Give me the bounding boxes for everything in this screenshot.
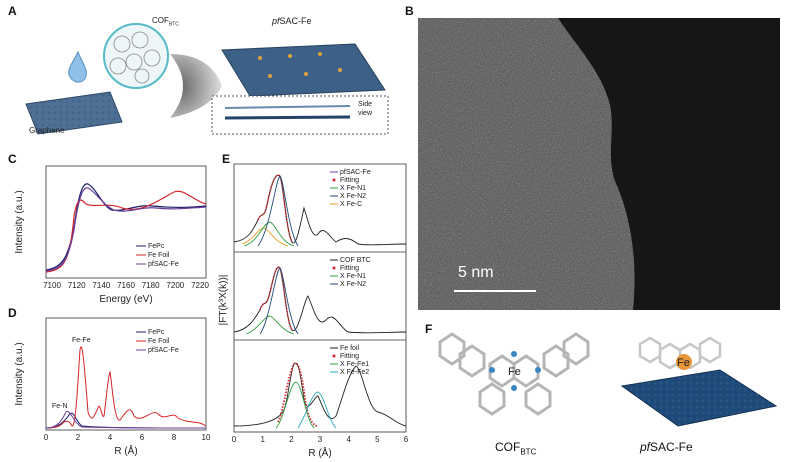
c-line-pfsac — [45, 187, 207, 272]
tick-label: 7120 — [68, 281, 86, 290]
svg-text:Fe-N: Fe-N — [52, 403, 68, 410]
c-line-fepc — [45, 183, 207, 271]
caption-cof: COFBTC — [495, 440, 537, 457]
svg-text:Fitting: Fitting — [340, 353, 359, 360]
tick-label: 2 — [76, 433, 81, 442]
schematic-a — [25, 23, 389, 135]
svg-text:Fe foil: Fe foil — [340, 345, 360, 352]
svg-text:|FT(k³X(k))|: |FT(k³X(k))| — [218, 275, 229, 326]
svg-text:Fitting: Fitting — [340, 177, 359, 184]
tick-label: 6 — [140, 433, 145, 442]
tick-label: 4 — [346, 435, 351, 444]
tick-label: 0 — [232, 435, 237, 444]
c-xlabel: Energy (eV) — [99, 294, 152, 305]
svg-text:pfSAC-Fe: pfSAC-Fe — [340, 169, 371, 176]
svg-text:COF BTC: COF BTC — [340, 257, 371, 264]
structures-f: Fe Fe — [438, 332, 778, 427]
svg-text:Fe: Fe — [508, 366, 521, 378]
tick-label: 7220 — [191, 281, 209, 290]
panel-label-a: A — [8, 4, 17, 18]
svg-text:X Fe-N2: X Fe-N2 — [340, 193, 366, 200]
tick-label: 10 — [202, 433, 211, 442]
tick-label: 1 — [260, 435, 265, 444]
svg-text:X Fe-N1: X Fe-N1 — [340, 185, 366, 192]
svg-text:X Fe-Fe2: X Fe-Fe2 — [340, 369, 369, 376]
c-line-foil — [45, 190, 207, 273]
svg-text:X Fe-C: X Fe-C — [340, 201, 362, 208]
panel-label-b: B — [405, 4, 414, 18]
chart-d: Intensity (a.u.) 0 2 4 6 8 10 R (Å) Fe-Fe Fe-… — [14, 317, 211, 457]
pfsac-label: pfSAC-Fe — [272, 16, 312, 26]
svg-text:X Fe-N1: X Fe-N1 — [340, 273, 366, 280]
tick-label: 7180 — [142, 281, 160, 290]
svg-text:X Fe-N2: X Fe-N2 — [340, 281, 366, 288]
tick-label: 3 — [318, 435, 323, 444]
tick-label: 8 — [172, 433, 177, 442]
fe-atom — [676, 354, 692, 370]
cof-molecule — [438, 332, 590, 416]
svg-text:Fe: Fe — [677, 357, 690, 369]
c-legend: FePc Fe Foil pfSAC-Fe — [136, 243, 179, 268]
stem-image: 5 nm — [418, 18, 780, 310]
chart-c: Intensity (a.u.) 7100 7120 7140 7160 7180 720… — [14, 165, 209, 305]
svg-text:R (Å): R (Å) — [114, 444, 137, 457]
tick-label: 4 — [108, 433, 113, 442]
svg-text:X Fe-Fe1: X Fe-Fe1 — [340, 361, 369, 368]
chart-e: |FT(k³X(k))| 0 1 2 3 4 5 6 R (Å) pfSAC-Fe Fitt… — [218, 163, 409, 459]
tick-label: 6 — [404, 435, 409, 444]
arrow-shape — [170, 54, 222, 118]
svg-text:pfSAC-Fe: pfSAC-Fe — [148, 261, 179, 268]
panel-label-f: F — [425, 322, 433, 336]
droplet-icon — [68, 50, 87, 83]
tick-label: 7200 — [166, 281, 184, 290]
c-ylabel: Intensity (a.u.) — [14, 190, 25, 253]
tick-label: 7140 — [92, 281, 110, 290]
svg-text:pfSAC-Fe: pfSAC-Fe — [148, 347, 179, 354]
tick-label: 2 — [289, 435, 294, 444]
tick-label: 0 — [44, 433, 49, 442]
panel-label-e: E — [222, 152, 231, 166]
panel-label-c: C — [8, 152, 17, 166]
svg-text:Fe-Fe: Fe-Fe — [72, 337, 91, 344]
panel-label-d: D — [8, 306, 17, 320]
tick-label: 5 — [375, 435, 380, 444]
graphene-label: Graphene — [29, 126, 65, 135]
svg-text:R (Å): R (Å) — [308, 446, 331, 459]
cof-zoom-circle — [103, 23, 169, 89]
cof-label: COFBTC — [152, 16, 179, 28]
caption-pfsac: pfSAC-Fe — [640, 440, 693, 454]
svg-text:Fe Foil: Fe Foil — [148, 252, 170, 259]
svg-text:Fitting: Fitting — [340, 265, 359, 272]
tick-label: 7100 — [43, 281, 61, 290]
svg-text:Fe Foil: Fe Foil — [148, 338, 170, 345]
scale-bar — [454, 290, 536, 292]
side-view-label: Side view — [358, 101, 373, 117]
svg-text:Intensity (a.u.): Intensity (a.u.) — [14, 342, 25, 405]
scale-bar-label: 5 nm — [458, 264, 494, 281]
tick-label: 7160 — [117, 281, 135, 290]
svg-text:FePc: FePc — [148, 243, 165, 250]
svg-text:FePc: FePc — [148, 329, 165, 336]
